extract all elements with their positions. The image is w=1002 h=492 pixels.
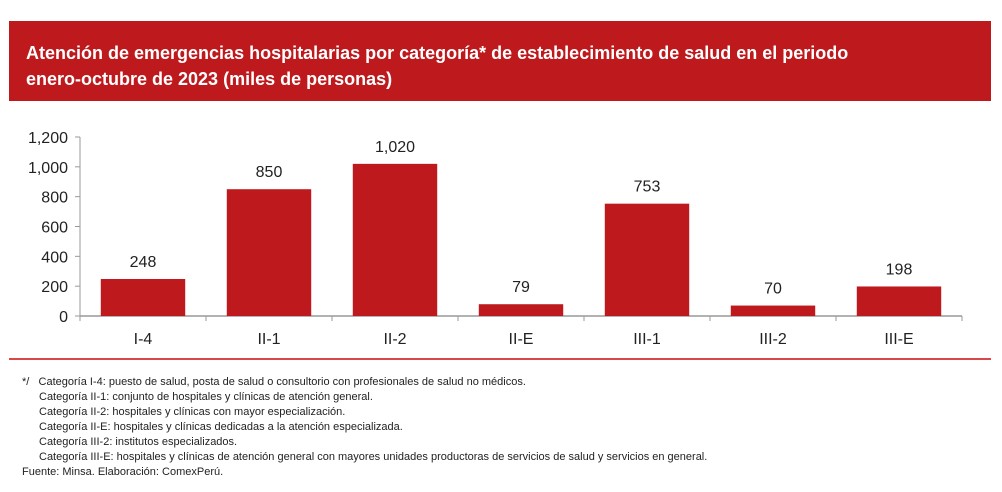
x-tick-label: II-1 bbox=[257, 331, 280, 348]
footnote-line: Categoría II-E: hospitales y clínicas de… bbox=[39, 421, 403, 433]
bar bbox=[226, 189, 312, 316]
chart-title: Atención de emergencias hospitalarias po… bbox=[26, 40, 966, 92]
title-banner bbox=[9, 21, 991, 101]
y-tick-label: 200 bbox=[41, 279, 68, 296]
x-tick-label: II-2 bbox=[383, 331, 406, 348]
bar bbox=[100, 279, 186, 316]
y-tick-label: 0 bbox=[59, 309, 68, 326]
chart-title-line-2: enero-octubre de 2023 (miles de personas… bbox=[26, 69, 393, 89]
x-tick-label: III-E bbox=[884, 331, 913, 348]
x-tick-label: II-E bbox=[509, 331, 534, 348]
bar-chart: 0 200 400 600 800 1,000 1,200 248 I-4 850 II-1 1,02… bbox=[28, 130, 963, 348]
footnote-marker: */ bbox=[22, 376, 30, 388]
bar bbox=[730, 305, 816, 316]
footnote-line: Categoría III-2: institutos especializad… bbox=[39, 436, 238, 448]
footnotes: */ Categoría I-4: puesto de salud, posta… bbox=[22, 375, 707, 480]
data-label: 850 bbox=[256, 164, 283, 181]
y-tick-label: 1,000 bbox=[28, 160, 68, 177]
data-label: 198 bbox=[886, 261, 913, 278]
bar bbox=[478, 304, 564, 316]
data-label: 753 bbox=[634, 179, 661, 196]
x-tick-label: III-1 bbox=[633, 331, 661, 348]
divider bbox=[9, 358, 991, 360]
data-label: 248 bbox=[130, 254, 157, 271]
y-tick-label: 800 bbox=[41, 190, 68, 207]
y-tick-label: 1,200 bbox=[28, 130, 68, 147]
x-tick-label: III-2 bbox=[759, 331, 787, 348]
data-label: 79 bbox=[512, 279, 530, 296]
footnote-line: Categoría III-E: hospitales y clínicas d… bbox=[39, 451, 708, 463]
bar bbox=[856, 286, 942, 316]
y-tick-label: 600 bbox=[41, 220, 68, 237]
source-line: Fuente: Minsa. Elaboración: ComexPerú. bbox=[22, 466, 224, 478]
chart-title-line-1: Atención de emergencias hospitalarias po… bbox=[26, 43, 849, 63]
footnote-line: Categoría II-1: conjunto de hospitales y… bbox=[39, 391, 373, 403]
data-label: 1,020 bbox=[375, 139, 415, 156]
data-label: 70 bbox=[764, 281, 782, 298]
bar bbox=[604, 203, 690, 316]
bar bbox=[352, 163, 438, 316]
y-tick-label: 400 bbox=[41, 249, 68, 266]
footnote-line: Categoría II-2: hospitales y clínicas co… bbox=[39, 406, 346, 418]
footnote-line: */ Categoría I-4: puesto de salud, posta… bbox=[22, 376, 526, 388]
x-tick-label: I-4 bbox=[134, 331, 153, 348]
